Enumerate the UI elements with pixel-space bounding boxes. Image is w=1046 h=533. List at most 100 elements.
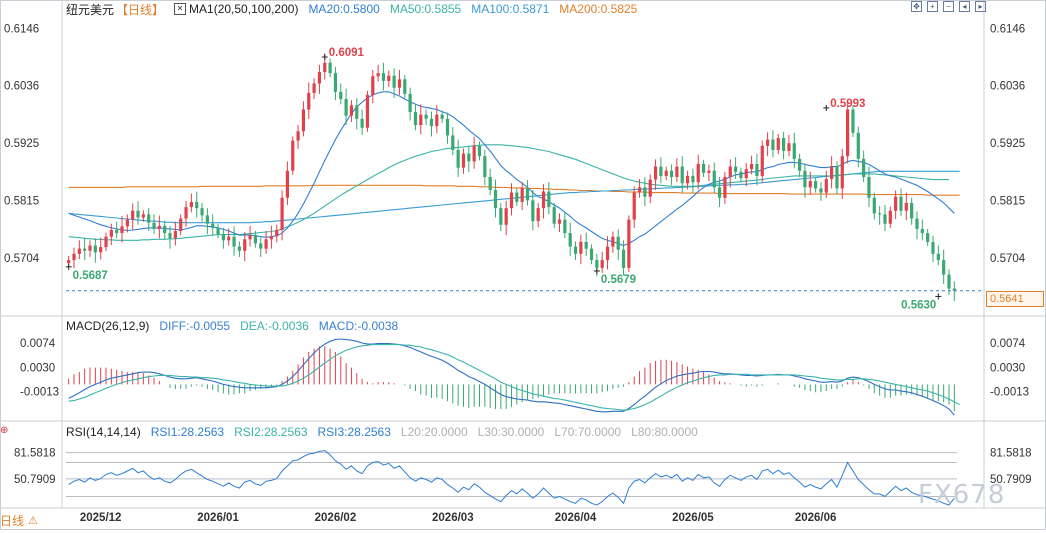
scroll-right-icon[interactable]: ▸ xyxy=(975,1,986,12)
candle-body-129 xyxy=(755,164,759,176)
ma100-line xyxy=(68,170,960,224)
candle-body-150 xyxy=(867,176,871,198)
moving-average-lines xyxy=(68,91,960,247)
annotation-label-1: 0.6091 xyxy=(329,47,365,59)
candle-body-118 xyxy=(696,164,700,183)
zoom-in-icon[interactable]: + xyxy=(927,1,938,12)
x-tick-0: 2025/12 xyxy=(80,512,122,524)
candle-body-31 xyxy=(232,236,236,247)
candle-body-0 xyxy=(67,260,71,264)
candle-body-119 xyxy=(701,164,706,173)
candle-body-36 xyxy=(259,243,263,249)
candle-body-11 xyxy=(125,219,129,227)
warning-icon[interactable]: ⚠ xyxy=(28,515,38,527)
candle-body-131 xyxy=(765,139,770,146)
candle-body-19 xyxy=(168,233,172,239)
candle-body-69 xyxy=(435,114,439,127)
rsi-pane[interactable]: 81.5818 81.5818 50.7909 50.7909 xyxy=(14,448,1032,506)
candle-body-47 xyxy=(317,72,322,84)
annotation-label-3: 0.5993 xyxy=(830,98,865,110)
candle-body-134 xyxy=(782,138,786,152)
period-label[interactable]: 【日线】 xyxy=(116,2,165,17)
candle-body-28 xyxy=(216,227,220,235)
y-tick-left-4: 0.5704 xyxy=(4,253,40,265)
main-legend: 纽元美元 【日线】 ✕ MA1(20,50,100,200) MA20:0.58… xyxy=(66,1,637,17)
rsi-label[interactable]: RSI(14,14,14) xyxy=(66,425,141,439)
ma200-value: MA200:0.5825 xyxy=(559,2,638,16)
candle-body-7 xyxy=(104,236,108,248)
macd-label[interactable]: MACD(26,12,9) xyxy=(66,319,150,333)
candle-body-81 xyxy=(499,208,503,225)
candle-body-146 xyxy=(846,109,850,157)
ma-label: MA1(20,50,100,200) xyxy=(189,2,299,16)
candle-body-6 xyxy=(99,247,103,253)
candle-body-97 xyxy=(584,241,588,249)
candle-body-29 xyxy=(221,234,225,241)
candle-body-73 xyxy=(456,149,460,168)
candle-body-46 xyxy=(312,83,316,93)
candle-body-22 xyxy=(184,207,188,219)
candle-body-121 xyxy=(712,170,716,188)
candle-body-26 xyxy=(205,215,209,224)
candle-body-63 xyxy=(403,79,407,94)
fit-icon[interactable]: ✥ xyxy=(911,1,922,12)
candle-body-135 xyxy=(787,143,791,152)
crosshair-icon[interactable]: ⊕ xyxy=(0,425,9,436)
candle-body-58 xyxy=(376,73,380,77)
rsi1-value: RSI1:28.2563 xyxy=(150,425,225,439)
candle-body-25 xyxy=(200,208,204,216)
candle-body-75 xyxy=(467,153,471,162)
ma20-line xyxy=(68,91,955,247)
candle-body-65 xyxy=(413,112,418,126)
candle-body-70 xyxy=(440,114,444,119)
candle-body-87 xyxy=(531,200,535,222)
scroll-left-icon[interactable]: ◂ xyxy=(959,1,970,12)
candle-body-152 xyxy=(878,213,882,215)
ma50-value: MA50:0.5855 xyxy=(389,2,462,16)
candle-body-64 xyxy=(408,93,412,113)
period-switch[interactable]: 日线 ⚠ xyxy=(0,512,38,529)
candle-body-117 xyxy=(691,175,695,183)
candle-body-136 xyxy=(792,143,796,159)
rsi2-value: RSI2:28.2563 xyxy=(234,425,308,439)
period-switch-label[interactable]: 日线 xyxy=(0,514,25,528)
candle-body-124 xyxy=(728,166,732,177)
candle-body-107 xyxy=(637,187,642,193)
candle-body-61 xyxy=(392,75,396,88)
ma-indicator[interactable]: ✕ MA1(20,50,100,200) xyxy=(174,2,298,16)
candle-body-84 xyxy=(515,192,519,202)
candle-body-48 xyxy=(323,62,327,73)
candlestick-series[interactable] xyxy=(67,53,956,302)
candle-body-137 xyxy=(798,158,802,171)
macd-y-tick-left-1: 0.0030 xyxy=(20,363,55,375)
candle-body-42 xyxy=(291,140,295,171)
candle-body-94 xyxy=(568,233,572,247)
zoom-out-icon[interactable]: − xyxy=(943,1,954,12)
candle-body-68 xyxy=(429,118,434,127)
candle-body-89 xyxy=(541,191,546,209)
candle-body-14 xyxy=(141,214,145,218)
candle-body-116 xyxy=(685,175,690,184)
macd-value: MACD:-0.0038 xyxy=(318,319,399,333)
candle-body-156 xyxy=(899,196,903,211)
macd-pane[interactable]: 0.0074 0.0074 0.0030 0.0030 -0.0013 -0.0013 xyxy=(20,338,1029,416)
macd-y-tick-right-2: -0.0013 xyxy=(990,387,1029,399)
ma-settings-icon[interactable]: ✕ xyxy=(174,3,187,15)
candle-body-4 xyxy=(88,245,92,251)
candle-body-112 xyxy=(664,170,668,176)
candle-body-153 xyxy=(883,214,887,224)
y-tick-right-3: 0.5815 xyxy=(990,195,1025,207)
candle-body-125 xyxy=(733,166,738,172)
candle-body-130 xyxy=(760,145,764,176)
candle-body-162 xyxy=(931,241,935,254)
candle-body-27 xyxy=(211,223,215,228)
candle-body-93 xyxy=(563,219,567,234)
annotation-label-2: 0.5679 xyxy=(601,274,636,286)
candle-body-91 xyxy=(552,207,556,224)
candle-body-114 xyxy=(675,166,679,177)
candle-body-145 xyxy=(840,156,844,189)
x-tick-3: 2026/03 xyxy=(432,512,474,524)
